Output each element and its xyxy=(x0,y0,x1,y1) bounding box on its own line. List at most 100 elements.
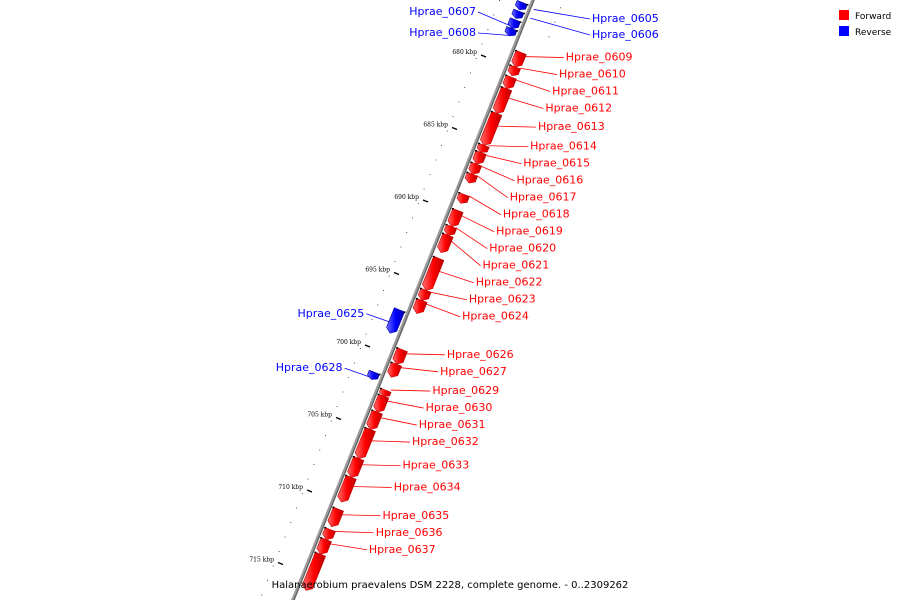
legend-forward-label: Forward xyxy=(855,12,891,22)
gene-hprae_0621[interactable] xyxy=(437,232,454,253)
gene-label-hprae_0636[interactable]: Hprae_0636 xyxy=(376,526,443,539)
gene-partial[interactable] xyxy=(302,551,326,591)
gene-hprae_0610[interactable] xyxy=(507,64,521,77)
gene-label-hprae_0627[interactable]: Hprae_0627 xyxy=(440,365,507,378)
minor-tick-dot xyxy=(412,217,413,219)
gene-hprae_0611[interactable] xyxy=(502,74,517,90)
gene-boundary xyxy=(451,207,454,210)
gene-hprae_0616[interactable] xyxy=(468,161,482,175)
gene-hprae_0622[interactable] xyxy=(422,255,445,291)
gene-hprae_0623[interactable] xyxy=(417,287,432,301)
leader-line xyxy=(455,227,488,250)
gene-hprae_0619[interactable] xyxy=(447,208,464,227)
gene-label-hprae_0607[interactable]: Hprae_0607 xyxy=(409,5,476,18)
gene-hprae_0633[interactable] xyxy=(347,456,365,478)
leader-line xyxy=(405,353,445,356)
gene-label-hprae_0616[interactable]: Hprae_0616 xyxy=(517,174,584,187)
minor-tick-dot xyxy=(435,159,437,161)
leader-line xyxy=(341,514,381,517)
gene-label-hprae_0608[interactable]: Hprae_0608 xyxy=(409,26,476,39)
minor-tick-dot xyxy=(359,348,361,349)
leader-line xyxy=(379,417,417,426)
gene-boundary xyxy=(515,49,518,52)
gene-label-hprae_0637[interactable]: Hprae_0637 xyxy=(369,543,436,556)
leader-line xyxy=(425,303,461,318)
minor-tick-dot xyxy=(493,14,495,16)
gene-hprae_0613[interactable] xyxy=(480,110,503,146)
major-tick xyxy=(364,344,371,348)
gene-hprae_0615[interactable] xyxy=(472,150,487,165)
gene-hprae_0627[interactable] xyxy=(387,361,402,378)
gene-hprae_0607[interactable] xyxy=(507,17,521,29)
minor-tick-dot xyxy=(481,43,483,45)
gene-label-hprae_0626[interactable]: Hprae_0626 xyxy=(447,348,514,361)
leader-line xyxy=(514,79,551,92)
gene-hprae_0626[interactable] xyxy=(392,347,408,365)
gene-labels: Hprae_0605 Hprae_0606 Hprae_0607 Hprae_0608… xyxy=(276,5,659,556)
gene-hprae_0606[interactable] xyxy=(511,8,525,19)
minor-tick-dot xyxy=(371,319,373,320)
gene-hprae_0635[interactable] xyxy=(327,506,344,527)
tick-label: 705 kbp xyxy=(307,412,332,419)
gene-hprae_0608[interactable] xyxy=(504,26,518,37)
gene-hprae_0605[interactable] xyxy=(514,0,528,11)
gene-hprae_0618[interactable] xyxy=(456,192,470,204)
gene-hprae_0637[interactable] xyxy=(316,537,332,555)
gene-hprae_0617[interactable] xyxy=(464,171,478,184)
gene-hprae_0630[interactable] xyxy=(373,393,390,413)
gene-label-hprae_0624[interactable]: Hprae_0624 xyxy=(462,310,529,323)
gene-label-hprae_0625[interactable]: Hprae_0625 xyxy=(297,307,364,320)
gene-boundary xyxy=(403,311,406,313)
gene-label-hprae_0610[interactable]: Hprae_0610 xyxy=(559,68,626,81)
gene-label-hprae_0632[interactable]: Hprae_0632 xyxy=(412,435,479,448)
gene-boundary xyxy=(332,506,335,509)
gene-label-hprae_0620[interactable]: Hprae_0620 xyxy=(489,242,556,255)
major-tick xyxy=(393,271,400,276)
gene-label-hprae_0615[interactable]: Hprae_0615 xyxy=(523,157,590,170)
gene-hprae_0614[interactable] xyxy=(476,142,490,153)
gene-label-hprae_0609[interactable]: Hprae_0609 xyxy=(566,51,633,64)
leader-line xyxy=(519,67,558,75)
gene-label-hprae_0613[interactable]: Hprae_0613 xyxy=(538,120,605,133)
leader-line xyxy=(524,56,564,58)
gene-label-hprae_0619[interactable]: Hprae_0619 xyxy=(496,225,563,238)
leader-line xyxy=(361,464,401,467)
gene-boundary xyxy=(390,361,393,364)
minor-tick-dot xyxy=(284,536,286,538)
gene-hprae_0612[interactable] xyxy=(492,86,513,114)
gene-label-hprae_0612[interactable]: Hprae_0612 xyxy=(545,102,612,115)
gene-hprae_0624[interactable] xyxy=(412,298,428,314)
gene-label-hprae_0623[interactable]: Hprae_0623 xyxy=(469,293,536,306)
gene-hprae_0631[interactable] xyxy=(366,409,383,430)
gene-hprae_0636[interactable] xyxy=(322,527,336,541)
gene-hprae_0634[interactable] xyxy=(337,474,357,503)
gene-label-hprae_0630[interactable]: Hprae_0630 xyxy=(426,401,493,414)
major-tick xyxy=(422,199,429,203)
leader-line xyxy=(476,175,508,199)
gene-label-hprae_0621[interactable]: Hprae_0621 xyxy=(483,259,550,272)
gene-label-hprae_0622[interactable]: Hprae_0622 xyxy=(476,276,543,289)
minor-tick-dot xyxy=(365,333,367,335)
gene-hprae_0632[interactable] xyxy=(354,427,376,459)
gene-label-hprae_0605[interactable]: Hprae_0605 xyxy=(592,12,659,25)
gene-label-hprae_0634[interactable]: Hprae_0634 xyxy=(394,480,461,493)
gene-label-hprae_0618[interactable]: Hprae_0618 xyxy=(503,208,570,221)
minor-tick-dot xyxy=(296,507,297,509)
gene-label-hprae_0614[interactable]: Hprae_0614 xyxy=(530,140,597,153)
gene-label-hprae_0617[interactable]: Hprae_0617 xyxy=(510,191,577,204)
gene-label-hprae_0635[interactable]: Hprae_0635 xyxy=(383,509,450,522)
gene-hprae_0620[interactable] xyxy=(443,224,458,236)
gene-label-hprae_0606[interactable]: Hprae_0606 xyxy=(592,28,659,41)
gene-hprae_0628[interactable] xyxy=(367,369,380,380)
minor-tick-dot xyxy=(400,246,402,248)
gene-label-hprae_0629[interactable]: Hprae_0629 xyxy=(432,384,499,397)
gene-hprae_0629[interactable] xyxy=(379,387,392,397)
backbone-edge xyxy=(293,0,535,600)
gene-hprae_0625[interactable] xyxy=(386,307,405,334)
gene-label-hprae_0628[interactable]: Hprae_0628 xyxy=(276,361,343,374)
gene-label-hprae_0633[interactable]: Hprae_0633 xyxy=(403,459,470,472)
gene-label-hprae_0611[interactable]: Hprae_0611 xyxy=(552,85,619,98)
leader-line xyxy=(468,195,502,216)
gene-hprae_0609[interactable] xyxy=(511,50,527,68)
gene-label-hprae_0631[interactable]: Hprae_0631 xyxy=(419,418,486,431)
